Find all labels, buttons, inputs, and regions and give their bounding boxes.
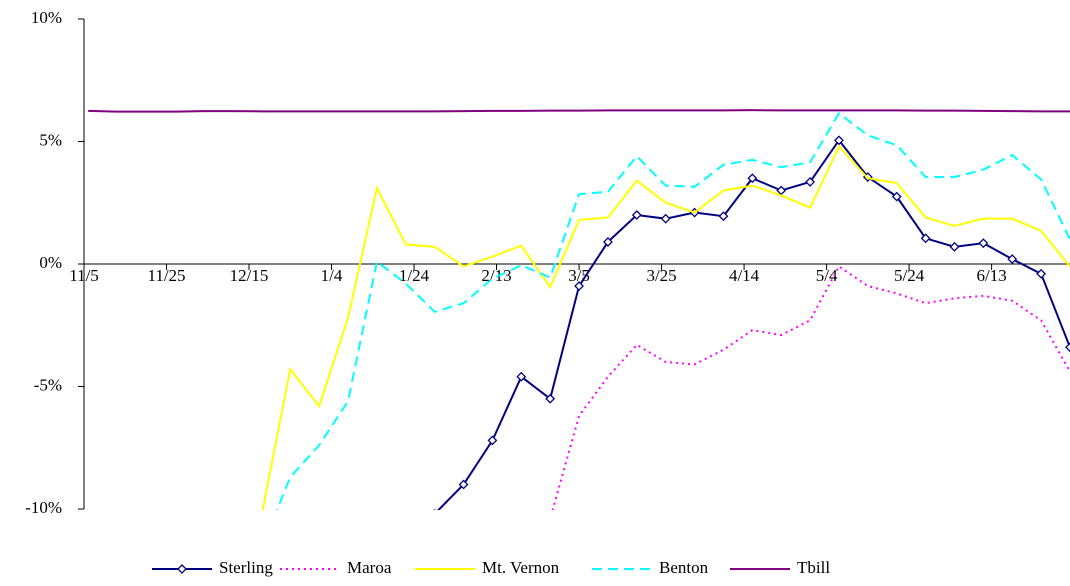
data-point xyxy=(776,185,787,196)
data-point xyxy=(834,135,844,146)
data-point xyxy=(487,435,498,446)
legend-label: Tbill xyxy=(797,558,830,577)
y-tick-label: 5% xyxy=(39,130,62,149)
x-tick-label: 11/5 xyxy=(69,266,99,285)
data-point xyxy=(631,210,642,220)
x-tick-label: 1/24 xyxy=(399,266,430,285)
data-point xyxy=(433,508,436,510)
series-line xyxy=(275,111,1070,510)
data-point xyxy=(949,241,960,252)
data-point xyxy=(805,177,816,187)
y-tick-label: 0% xyxy=(39,253,62,272)
legend-label: Sterling xyxy=(219,558,273,577)
data-point xyxy=(891,191,902,202)
x-tick-label: 1/4 xyxy=(321,266,343,285)
series-line xyxy=(551,264,1070,510)
data-point xyxy=(660,213,671,224)
legend-label: Maroa xyxy=(347,558,392,577)
data-point xyxy=(978,238,989,249)
series-line xyxy=(437,138,1070,510)
x-tick-label: 5/24 xyxy=(894,266,925,285)
y-tick-label: 10% xyxy=(31,8,62,27)
x-tick-label: 11/25 xyxy=(147,266,185,285)
x-tick-label: 2/13 xyxy=(481,266,511,285)
plot-area xyxy=(88,109,1070,510)
data-point xyxy=(458,479,469,490)
data-point xyxy=(545,393,556,404)
x-tick-label: 12/15 xyxy=(230,266,269,285)
data-point xyxy=(718,211,729,222)
x-tick-label: 3/5 xyxy=(568,266,590,285)
data-point xyxy=(747,173,758,184)
legend-label: Benton xyxy=(659,558,709,577)
data-point xyxy=(603,237,613,247)
data-point xyxy=(1065,342,1070,353)
y-tick-label: -10% xyxy=(25,498,62,517)
series-line xyxy=(88,109,1070,113)
x-tick-label: 3/25 xyxy=(646,266,676,285)
data-point xyxy=(516,371,527,382)
x-tick-label: 4/14 xyxy=(729,266,760,285)
data-point xyxy=(1007,254,1018,265)
data-point xyxy=(1036,268,1047,279)
series-line xyxy=(261,144,1070,510)
legend-label: Mt. Vernon xyxy=(482,558,560,577)
data-point xyxy=(574,281,584,291)
x-tick-label: 6/13 xyxy=(976,266,1006,285)
y-tick-label: -5% xyxy=(34,375,62,394)
data-point xyxy=(920,233,931,244)
legend-marker xyxy=(177,564,187,574)
